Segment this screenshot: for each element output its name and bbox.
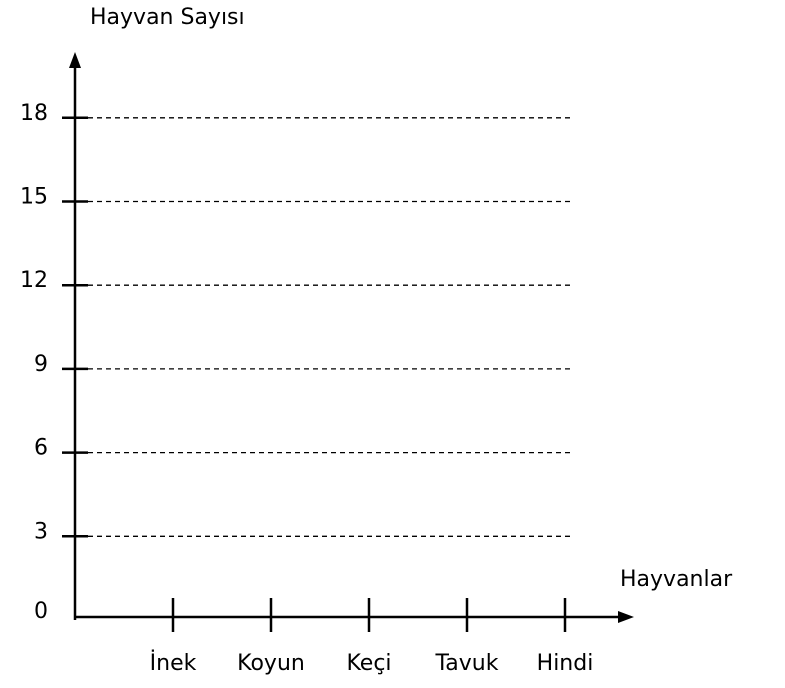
x-tick-label: İnek	[150, 650, 197, 676]
y-tick-label: 9	[34, 352, 48, 377]
x-axis-arrow	[618, 611, 634, 623]
x-tick-label: Koyun	[237, 651, 305, 676]
y-tick-label: 18	[20, 101, 48, 126]
y-tick-label: 12	[20, 268, 48, 293]
x-tick-label: Tavuk	[435, 651, 499, 676]
x-tick-label: Keçi	[346, 651, 391, 676]
y-axis-label: Hayvan Sayısı	[90, 5, 245, 30]
y-tick-label: 6	[34, 436, 48, 461]
x-tick-label: Hindi	[537, 651, 594, 676]
y-tick-label: 0	[34, 599, 48, 624]
y-tick-label: 3	[34, 519, 48, 544]
y-tick-label: 15	[20, 185, 48, 210]
x-axis-label: Hayvanlar	[620, 567, 733, 592]
y-axis-arrow	[69, 52, 81, 68]
